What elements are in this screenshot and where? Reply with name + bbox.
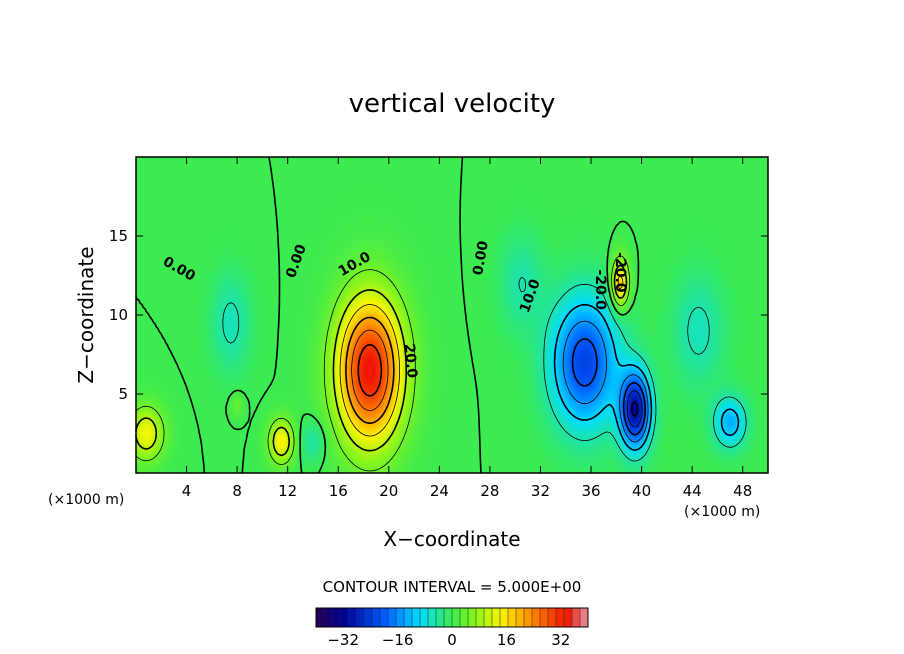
colorbar-tick-label: 32 (551, 631, 570, 649)
contour-line (630, 400, 639, 418)
x-unit-label-right: (×1000 m) (684, 504, 760, 520)
contour-line (135, 264, 628, 457)
colorbar-tick-label: 0 (447, 631, 457, 649)
x-tick-label: 16 (329, 482, 348, 500)
chart-title: vertical velocity (349, 89, 556, 119)
contour-label: -20.0 (592, 270, 608, 311)
y-tick-label: 15 (109, 227, 128, 245)
contour-line (626, 390, 643, 428)
contour-line (135, 255, 631, 472)
colorbar-tick-label: −32 (327, 631, 359, 649)
contour-lines (135, 156, 747, 474)
contour-interval-text: CONTOUR INTERVAL = 5.000E+00 (323, 578, 582, 596)
contour-line (345, 316, 395, 424)
x-tick-label: 36 (581, 482, 600, 500)
x-tick-label: 20 (379, 482, 398, 500)
contour-line (222, 276, 747, 462)
x-unit-label-left: (×1000 m) (48, 492, 124, 508)
x-tick-label: 44 (683, 482, 702, 500)
x-axis-label: X−coordinate (383, 527, 520, 551)
y-tick-label: 10 (109, 306, 128, 324)
contour-line (571, 338, 646, 436)
x-tick-label: 12 (278, 482, 297, 500)
contour-label: 0.00 (470, 239, 492, 276)
contour-line (553, 303, 740, 451)
x-tick-label: 4 (182, 482, 192, 500)
contour-label: 20.0 (401, 343, 420, 379)
x-tick-label: 32 (531, 482, 550, 500)
heatmap-field (136, 157, 768, 473)
contour-label: -20.0 (612, 252, 628, 293)
contour-line (351, 329, 389, 411)
colorbar: −32 −16 0 16 32 (315, 607, 589, 649)
contour-line (339, 274, 624, 437)
y-axis-label: Z−coordinate (74, 246, 98, 383)
contour-line (562, 320, 649, 443)
x-ticks: 4 8 12 16 20 24 28 32 36 40 44 48 (182, 157, 752, 500)
y-tick-label: 5 (118, 385, 128, 403)
colorbar-tick-label: 16 (497, 631, 516, 649)
contour-line (357, 343, 383, 397)
x-tick-label: 48 (733, 482, 752, 500)
contour-line (135, 156, 640, 474)
x-tick-label: 24 (430, 482, 449, 500)
colorbar-tick-label: −16 (382, 631, 414, 649)
x-tick-label: 28 (480, 482, 499, 500)
x-tick-label: 40 (632, 482, 651, 500)
y-ticks: 5 10 15 (109, 227, 768, 403)
colorbar-ticks: −32 −16 0 16 32 (323, 608, 581, 649)
x-tick-label: 8 (232, 482, 242, 500)
